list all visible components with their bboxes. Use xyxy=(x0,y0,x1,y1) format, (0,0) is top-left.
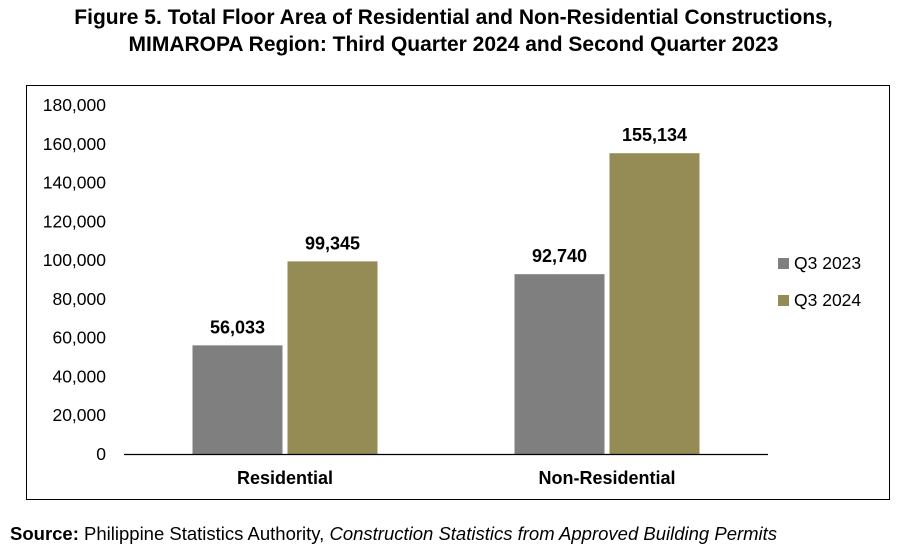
y-tick-label: 180,000 xyxy=(43,95,107,115)
y-tick-label: 140,000 xyxy=(43,173,107,193)
source-text: Philippine Statistics Authority, xyxy=(78,523,330,544)
source-italic: Construction Statistics from Approved Bu… xyxy=(329,523,778,544)
source-note: Source: Philippine Statistics Authority,… xyxy=(10,523,777,545)
data-label: 99,345 xyxy=(305,233,360,253)
legend-label: Q3 2024 xyxy=(794,290,861,310)
chart-title: Figure 5. Total Floor Area of Residentia… xyxy=(0,4,907,58)
y-tick-label: 80,000 xyxy=(52,289,106,309)
x-category-label: Non-Residential xyxy=(538,468,675,488)
y-tick-label: 160,000 xyxy=(43,134,107,154)
chart-frame xyxy=(26,85,890,500)
data-label: 155,134 xyxy=(622,125,687,145)
data-label: 56,033 xyxy=(210,317,265,337)
source-label: Source: xyxy=(10,523,79,544)
bar-q3-2024 xyxy=(287,261,378,454)
y-tick-label: 40,000 xyxy=(52,366,106,386)
y-tick-label: 0 xyxy=(96,444,106,464)
title-line-1: Figure 5. Total Floor Area of Residentia… xyxy=(74,6,833,29)
legend-label: Q3 2023 xyxy=(794,253,861,273)
legend-swatch-q3-2024 xyxy=(778,295,789,306)
legend-swatch-q3-2023 xyxy=(778,258,789,269)
title-line-2: MIMAROPA Region: Third Quarter 2024 and … xyxy=(128,33,779,56)
y-tick-label: 120,000 xyxy=(43,211,107,231)
bar-q3-2023 xyxy=(192,345,283,454)
y-tick-label: 60,000 xyxy=(52,328,106,348)
bar-q3-2023 xyxy=(514,274,605,454)
y-tick-label: 20,000 xyxy=(52,405,106,425)
x-category-label: Residential xyxy=(237,468,333,488)
y-tick-label: 100,000 xyxy=(43,250,107,270)
bar-q3-2024 xyxy=(609,153,700,455)
data-label: 92,740 xyxy=(532,246,587,266)
